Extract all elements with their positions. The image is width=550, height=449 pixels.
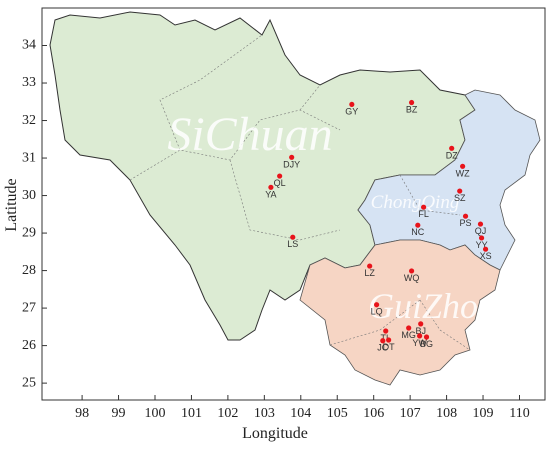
station-label: JC	[377, 343, 389, 353]
station-point	[478, 235, 485, 241]
station-point	[482, 246, 489, 252]
x-tick-label: 109	[473, 406, 494, 421]
station-point	[406, 325, 412, 331]
x-tick-label: 105	[327, 406, 348, 421]
station-point	[415, 222, 421, 228]
station-label: DJY	[283, 159, 300, 169]
station-label: QJ	[475, 226, 487, 236]
station-point	[477, 221, 484, 227]
station-point	[408, 99, 415, 106]
station-point	[418, 321, 424, 327]
y-tick-label: 28	[22, 263, 36, 278]
station-label: BJ	[415, 326, 426, 336]
station-label: LS	[287, 239, 298, 249]
station-point	[268, 184, 274, 190]
station-label: WQ	[404, 273, 420, 283]
station-label: GY	[345, 106, 358, 116]
station-label: PS	[460, 218, 472, 228]
station-point	[374, 302, 380, 308]
station-label: NC	[411, 227, 424, 237]
station-label: DZ	[446, 150, 458, 160]
y-tick-label: 34	[22, 38, 36, 53]
station-point	[460, 163, 466, 169]
x-tick-label: 108	[436, 406, 457, 421]
inner-borders	[129, 34, 471, 351]
station-label: YY	[476, 240, 488, 250]
x-tick-label: 99	[112, 406, 126, 421]
station-label: LZ	[364, 268, 375, 278]
x-tick-label: 106	[363, 406, 384, 421]
station-label: WZ	[456, 168, 470, 178]
station-point	[449, 145, 455, 151]
x-axis-title: Longitude	[242, 425, 308, 442]
station-label: YA	[265, 189, 276, 199]
station-label: TL	[380, 333, 391, 343]
station-point	[367, 263, 373, 269]
region-label: GuiZhou	[368, 286, 496, 326]
y-tick-label: 27	[22, 300, 36, 315]
station-point	[289, 154, 295, 160]
x-tick-label: 110	[509, 406, 529, 421]
y-tick-label: 30	[22, 188, 36, 203]
x-tick-label: 103	[254, 406, 275, 421]
station-label: MG	[401, 330, 416, 340]
station-label: LQ	[371, 307, 383, 317]
x-tick-label: 101	[181, 406, 202, 421]
station-point	[421, 204, 427, 210]
x-tick-label: 104	[290, 406, 311, 421]
station-label: BG	[420, 339, 433, 349]
y-tick-label: 29	[22, 225, 36, 240]
station-point	[290, 234, 296, 240]
y-tick-label: 25	[22, 375, 36, 390]
station-point	[423, 334, 430, 340]
station-label: SZ	[454, 193, 466, 203]
station-label: FL	[418, 209, 429, 219]
guizhou-region	[299, 239, 501, 386]
station-label: XS	[480, 251, 492, 261]
regions	[49, 11, 541, 386]
y-axis-title: Latitude	[3, 178, 20, 231]
y-tick-label: 26	[22, 338, 36, 353]
station-point	[277, 173, 283, 179]
x-tick-label: 100	[144, 406, 165, 421]
station-point	[380, 338, 386, 344]
x-tick-label: 102	[217, 406, 238, 421]
plot-frame	[41, 7, 546, 401]
x-tick-label: 98	[75, 406, 89, 421]
station-label: BZ	[406, 105, 418, 115]
y-tick-label: 31	[22, 150, 36, 165]
x-tick-label: 107	[400, 406, 421, 421]
station-point	[349, 101, 355, 108]
station-point	[386, 337, 392, 343]
station-point	[457, 188, 463, 194]
region-label: SiChuan	[167, 108, 332, 161]
region-label: ChongQing	[371, 192, 460, 213]
station-point	[462, 213, 469, 219]
station-point	[408, 268, 415, 274]
y-tick-label: 33	[22, 75, 36, 90]
station-label: QL	[274, 178, 286, 188]
y-tick-label: 32	[22, 113, 36, 128]
station-point	[383, 328, 389, 334]
station-label: DT	[383, 342, 395, 352]
station-label: YW	[412, 338, 427, 348]
station-point	[417, 333, 423, 339]
